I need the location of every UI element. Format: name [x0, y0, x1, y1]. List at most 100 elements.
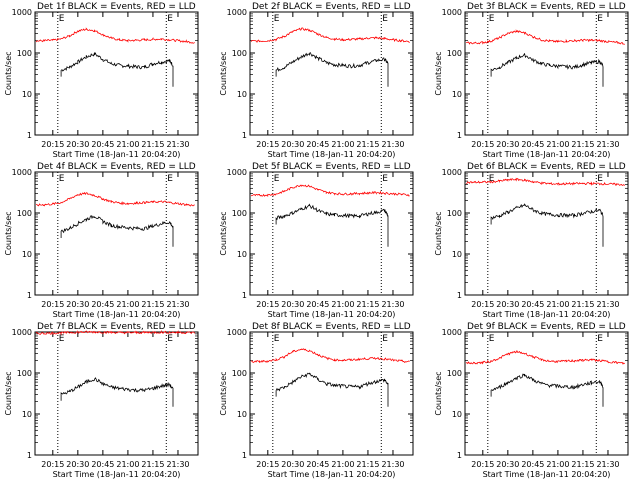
- x-tick-label: 20:30: [66, 300, 89, 309]
- y-tick-label: 10: [237, 250, 247, 259]
- y-tick-label: 100: [17, 369, 32, 378]
- x-tick-label: 21:15: [356, 460, 379, 469]
- y-axis-label: Counts/sec: [219, 371, 228, 415]
- chart-panel-2: Det 2f BLACK = Events, RED = LLD 1 10 100 10…: [219, 2, 414, 159]
- series-events-line: [275, 203, 389, 247]
- panel-title: Det 1f BLACK = Events, RED = LLD: [37, 2, 196, 12]
- series-lld-line: [35, 329, 196, 336]
- chart-panel-5: Det 5f BLACK = Events, RED = LLD 1 10 100 10…: [219, 162, 414, 319]
- panel-title: Det 8f BLACK = Events, RED = LLD: [252, 322, 411, 332]
- chart-panel-8: Det 8f BLACK = Events, RED = LLD 1 10 100 10…: [219, 322, 414, 479]
- chart-panel-4: Det 4f BLACK = Events, RED = LLD 1 10 100 10…: [4, 162, 199, 319]
- x-tick-label: 20:45: [91, 460, 114, 469]
- series-events-line: [275, 52, 389, 87]
- plot-frame: [34, 171, 199, 296]
- y-tick-label: 1: [457, 451, 462, 460]
- x-tick-label: 20:30: [281, 300, 304, 309]
- panel-title: Det 9f BLACK = Events, RED = LLD: [467, 322, 626, 332]
- x-tick-label: 21:00: [116, 140, 139, 149]
- y-tick-label: 100: [447, 49, 462, 58]
- y-tick-label: 10: [22, 250, 32, 259]
- x-tick-label: 21:00: [331, 460, 354, 469]
- plot-frame: [34, 11, 199, 136]
- y-tick-label: 100: [232, 369, 247, 378]
- series-lld-line: [466, 29, 625, 45]
- y-tick-label: 1: [242, 291, 247, 300]
- y-tick-label: 1: [27, 291, 32, 300]
- x-tick-label: 20:45: [91, 140, 114, 149]
- x-tick-label: 20:30: [496, 140, 519, 149]
- y-tick-label: 10: [237, 90, 247, 99]
- plot-frame: [249, 11, 414, 136]
- y-tick-label: 100: [447, 369, 462, 378]
- plot-frame: [464, 11, 629, 136]
- y-tick-label: 100: [447, 209, 462, 218]
- x-tick-label: 21:00: [546, 300, 569, 309]
- y-tick-label: 100: [17, 49, 32, 58]
- x-axis-label: Start Time (18-Jan-11 20:04:20): [268, 470, 396, 479]
- x-tick-label: 20:45: [306, 140, 329, 149]
- plot-frame: [249, 171, 414, 296]
- event-marker-label: E: [59, 14, 65, 24]
- y-tick-label: 1000: [12, 8, 32, 17]
- series-events-line: [490, 203, 604, 247]
- series-lld-line: [35, 191, 195, 207]
- series-events-line: [490, 53, 604, 87]
- event-marker-label: E: [274, 174, 280, 184]
- event-marker-label: E: [167, 174, 173, 184]
- y-tick-label: 1000: [442, 168, 462, 177]
- chart-panel-9: Det 9f BLACK = Events, RED = LLD 1 10 100 10…: [434, 322, 629, 479]
- plot-frame: [464, 171, 629, 296]
- series-lld-line: [466, 177, 625, 186]
- y-tick-label: 1000: [442, 328, 462, 337]
- y-axis-label: Counts/sec: [434, 371, 443, 415]
- event-marker-label: E: [167, 334, 173, 344]
- x-tick-label: 20:15: [471, 140, 494, 149]
- x-tick-label: 20:15: [471, 300, 494, 309]
- series-events-line: [490, 373, 604, 407]
- y-axis-label: Counts/sec: [434, 51, 443, 95]
- x-axis-label: Start Time (18-Jan-11 20:04:20): [483, 310, 611, 319]
- x-tick-label: 20:30: [496, 460, 519, 469]
- event-marker-label: E: [597, 174, 603, 184]
- y-tick-label: 1: [457, 131, 462, 140]
- series-events-line: [60, 52, 174, 87]
- series-lld-line: [35, 27, 195, 44]
- event-marker-label: E: [167, 14, 173, 24]
- event-marker-label: E: [489, 174, 495, 184]
- y-axis-label: Counts/sec: [4, 51, 13, 95]
- y-tick-label: 1000: [12, 168, 32, 177]
- y-tick-label: 10: [452, 90, 462, 99]
- x-tick-label: 20:45: [521, 300, 544, 309]
- series-lld-line: [250, 184, 410, 197]
- y-tick-label: 1000: [227, 8, 247, 17]
- y-tick-label: 10: [237, 410, 247, 419]
- x-tick-label: 20:15: [256, 460, 279, 469]
- x-tick-label: 20:30: [66, 460, 89, 469]
- y-tick-label: 1000: [12, 328, 32, 337]
- y-axis-label: Counts/sec: [219, 211, 228, 255]
- x-tick-label: 21:15: [356, 140, 379, 149]
- x-tick-label: 21:30: [381, 460, 404, 469]
- x-tick-label: 21:15: [141, 300, 164, 309]
- x-tick-label: 21:00: [331, 300, 354, 309]
- y-tick-label: 1: [27, 131, 32, 140]
- x-tick-label: 21:00: [546, 460, 569, 469]
- x-axis-label: Start Time (18-Jan-11 20:04:20): [53, 310, 181, 319]
- x-tick-label: 21:30: [381, 140, 404, 149]
- series-events-line: [60, 214, 174, 247]
- y-tick-label: 1: [242, 451, 247, 460]
- event-marker-label: E: [274, 334, 280, 344]
- series-lld-line: [465, 350, 625, 365]
- plot-frame: [34, 331, 199, 456]
- x-axis-label: Start Time (18-Jan-11 20:04:20): [268, 150, 396, 159]
- y-tick-label: 10: [452, 410, 462, 419]
- series-events-line: [60, 377, 174, 407]
- y-tick-label: 10: [22, 90, 32, 99]
- plot-frame: [249, 331, 414, 456]
- x-tick-label: 20:30: [281, 460, 304, 469]
- chart-panel-7: Det 7f BLACK = Events, RED = LLD 1 10 100 10…: [4, 322, 199, 479]
- x-axis-label: Start Time (18-Jan-11 20:04:20): [483, 470, 611, 479]
- x-tick-label: 21:15: [571, 140, 594, 149]
- series-lld-line: [250, 27, 410, 43]
